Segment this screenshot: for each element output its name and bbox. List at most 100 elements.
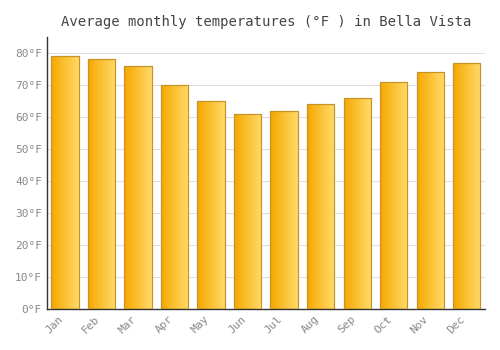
Bar: [418, 72, 420, 309]
Bar: [473, 63, 474, 309]
Bar: [366, 98, 368, 309]
Bar: [69, 56, 70, 309]
Bar: [307, 104, 334, 309]
Bar: [292, 111, 294, 309]
Bar: [344, 98, 371, 309]
Bar: [216, 101, 217, 309]
Bar: [396, 82, 398, 309]
Bar: [307, 104, 308, 309]
Bar: [358, 98, 360, 309]
Bar: [402, 82, 403, 309]
Bar: [246, 114, 247, 309]
Bar: [352, 98, 354, 309]
Bar: [320, 104, 322, 309]
Bar: [466, 63, 468, 309]
Bar: [146, 66, 148, 309]
Bar: [110, 60, 111, 309]
Bar: [270, 111, 298, 309]
Bar: [132, 66, 134, 309]
Bar: [275, 111, 276, 309]
Bar: [218, 101, 220, 309]
Bar: [184, 85, 185, 309]
Bar: [458, 63, 460, 309]
Bar: [330, 104, 332, 309]
Bar: [319, 104, 320, 309]
Bar: [176, 85, 178, 309]
Bar: [383, 82, 384, 309]
Bar: [163, 85, 164, 309]
Bar: [75, 56, 76, 309]
Bar: [438, 72, 439, 309]
Bar: [477, 63, 478, 309]
Bar: [238, 114, 240, 309]
Bar: [92, 60, 94, 309]
Title: Average monthly temperatures (°F ) in Bella Vista: Average monthly temperatures (°F ) in Be…: [60, 15, 471, 29]
Bar: [134, 66, 136, 309]
Bar: [422, 72, 424, 309]
Bar: [151, 66, 152, 309]
Bar: [198, 101, 200, 309]
Bar: [90, 60, 91, 309]
Bar: [282, 111, 284, 309]
Bar: [243, 114, 244, 309]
Bar: [289, 111, 290, 309]
Bar: [330, 104, 331, 309]
Bar: [198, 101, 225, 309]
Bar: [55, 56, 56, 309]
Bar: [236, 114, 238, 309]
Bar: [250, 114, 251, 309]
Bar: [96, 60, 98, 309]
Bar: [65, 56, 66, 309]
Bar: [186, 85, 187, 309]
Bar: [107, 60, 108, 309]
Bar: [90, 60, 92, 309]
Bar: [129, 66, 130, 309]
Bar: [406, 82, 407, 309]
Bar: [171, 85, 172, 309]
Bar: [290, 111, 291, 309]
Bar: [203, 101, 204, 309]
Bar: [406, 82, 408, 309]
Bar: [404, 82, 406, 309]
Bar: [202, 101, 203, 309]
Bar: [200, 101, 202, 309]
Bar: [432, 72, 434, 309]
Bar: [294, 111, 296, 309]
Bar: [161, 85, 188, 309]
Bar: [328, 104, 330, 309]
Bar: [88, 60, 89, 309]
Bar: [357, 98, 358, 309]
Bar: [280, 111, 281, 309]
Bar: [278, 111, 279, 309]
Bar: [344, 98, 345, 309]
Bar: [478, 63, 480, 309]
Bar: [287, 111, 288, 309]
Bar: [440, 72, 442, 309]
Bar: [474, 63, 476, 309]
Bar: [465, 63, 466, 309]
Bar: [362, 98, 363, 309]
Bar: [198, 101, 225, 309]
Bar: [390, 82, 392, 309]
Bar: [455, 63, 456, 309]
Bar: [99, 60, 100, 309]
Bar: [416, 72, 444, 309]
Bar: [173, 85, 174, 309]
Bar: [470, 63, 471, 309]
Bar: [423, 72, 424, 309]
Bar: [124, 66, 152, 309]
Bar: [238, 114, 239, 309]
Bar: [255, 114, 256, 309]
Bar: [458, 63, 459, 309]
Bar: [88, 60, 116, 309]
Bar: [184, 85, 186, 309]
Bar: [274, 111, 276, 309]
Bar: [436, 72, 438, 309]
Bar: [57, 56, 58, 309]
Bar: [416, 72, 444, 309]
Bar: [425, 72, 426, 309]
Bar: [174, 85, 176, 309]
Bar: [206, 101, 207, 309]
Bar: [359, 98, 360, 309]
Bar: [242, 114, 244, 309]
